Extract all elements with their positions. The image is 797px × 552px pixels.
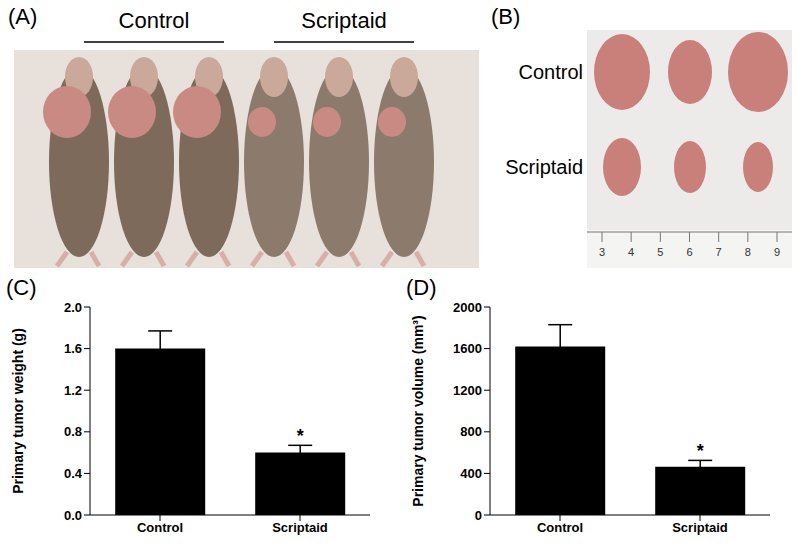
svg-text:5: 5 [657, 246, 663, 258]
svg-text:1.6: 1.6 [64, 341, 82, 356]
svg-text:0.4: 0.4 [64, 466, 83, 481]
svg-text:6: 6 [686, 246, 692, 258]
svg-text:1.2: 1.2 [64, 383, 82, 398]
svg-text:1200: 1200 [453, 383, 482, 398]
svg-text:0.8: 0.8 [64, 424, 82, 439]
svg-text:Control: Control [119, 8, 190, 33]
html-text:(C): (C) [6, 275, 37, 300]
svg-text:(A): (A) [8, 4, 37, 29]
svg-text:7: 7 [716, 246, 722, 258]
svg-text:0.0: 0.0 [64, 508, 82, 523]
svg-text:Scriptaid: Scriptaid [672, 520, 728, 535]
svg-text:9: 9 [774, 246, 780, 258]
svg-text:1600: 1600 [453, 341, 482, 356]
svg-text:2.0: 2.0 [64, 300, 82, 315]
html-text:(D): (D) [406, 275, 437, 300]
svg-text:3: 3 [599, 246, 605, 258]
svg-text:400: 400 [460, 466, 482, 481]
svg-text:(B): (B) [491, 4, 520, 29]
svg-text:Control: Control [537, 520, 583, 535]
svg-text:Primary tumor weight (g): Primary tumor weight (g) [10, 328, 26, 494]
svg-text:Control: Control [137, 520, 183, 535]
svg-text:Scriptaid: Scriptaid [272, 520, 328, 535]
svg-text:*: * [697, 441, 704, 461]
svg-text:800: 800 [460, 424, 482, 439]
svg-text:Scriptaid: Scriptaid [301, 8, 387, 33]
svg-text:2000: 2000 [453, 300, 482, 315]
svg-text:0: 0 [475, 508, 482, 523]
svg-text:Primary tumor volume (mm³): Primary tumor volume (mm³) [410, 315, 426, 506]
svg-text:Scriptaid: Scriptaid [505, 156, 583, 178]
svg-text:Control: Control [519, 61, 583, 83]
svg-text:8: 8 [745, 246, 751, 258]
svg-text:*: * [297, 426, 304, 446]
svg-text:4: 4 [628, 246, 634, 258]
